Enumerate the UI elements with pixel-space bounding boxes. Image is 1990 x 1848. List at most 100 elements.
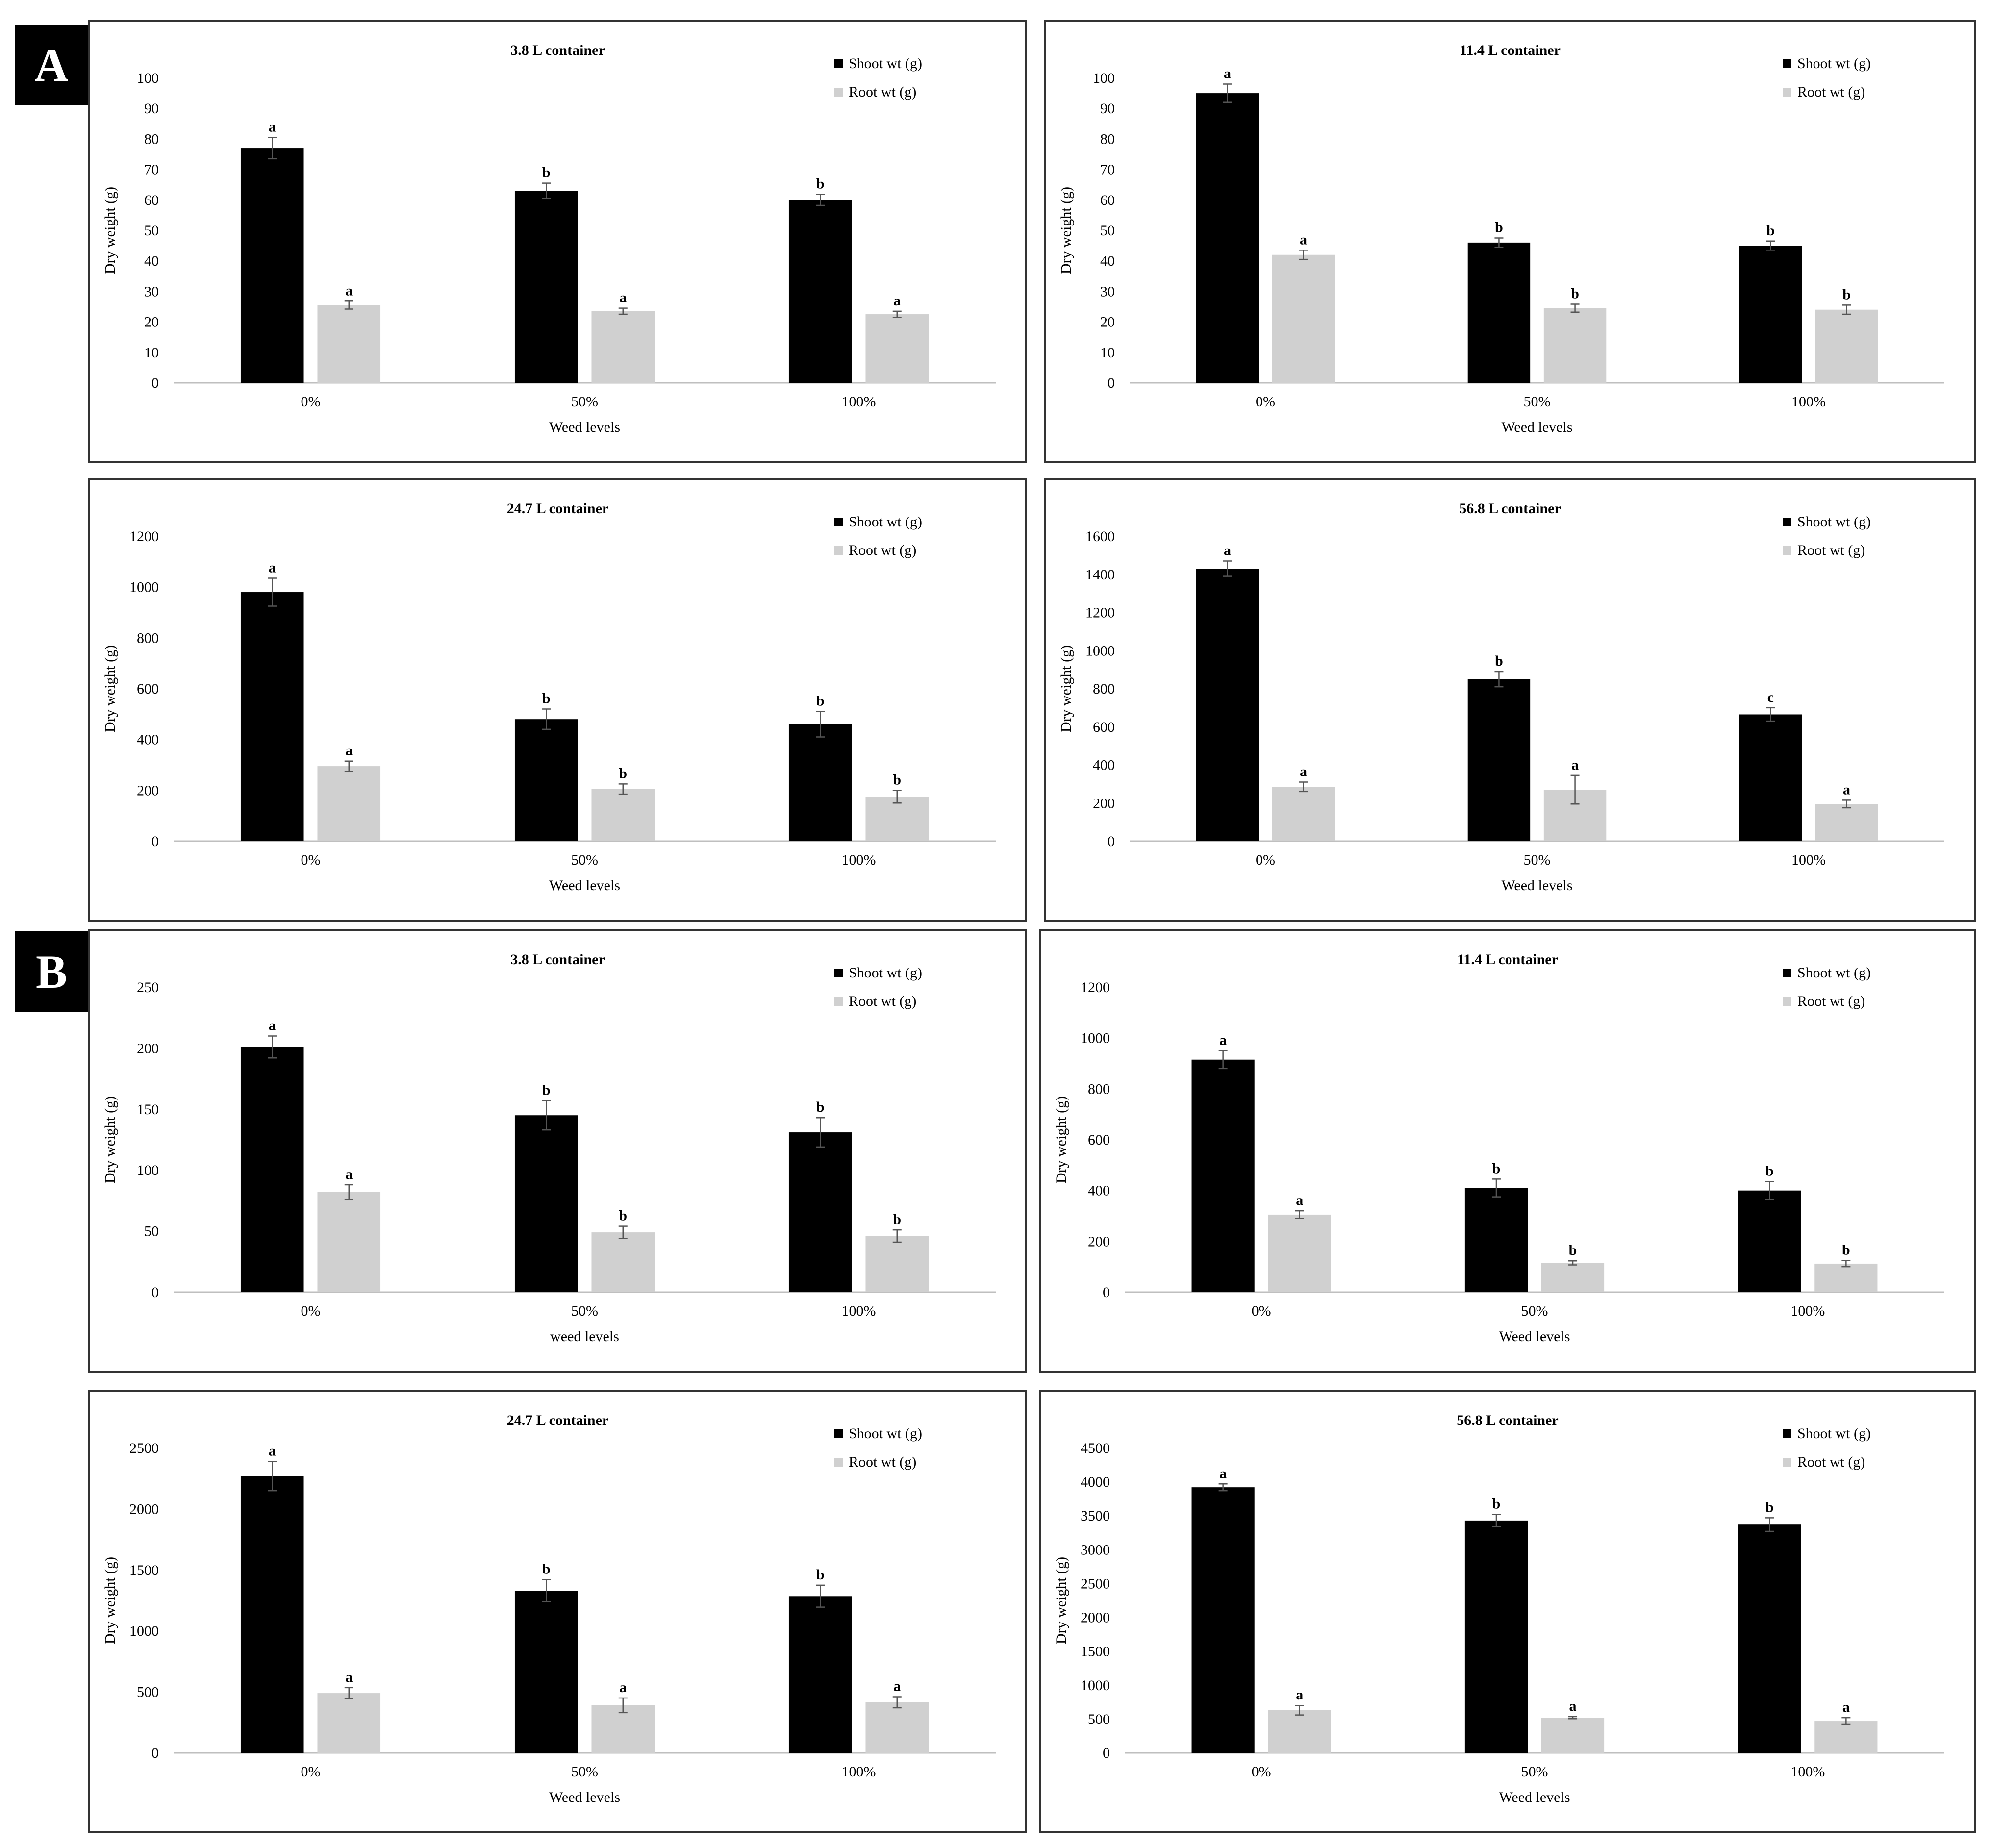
x-tick-label: 100% xyxy=(842,1303,876,1319)
y-tick-label: 100 xyxy=(1093,70,1115,86)
legend-swatch-shoot-wt-g xyxy=(1783,59,1791,68)
significance-letter: b xyxy=(1569,1242,1577,1258)
legend-label-shoot-wt-g: Shoot wt (g) xyxy=(1797,1425,1871,1442)
significance-letter: b xyxy=(542,1561,551,1577)
y-tick-label: 3500 xyxy=(1081,1508,1110,1524)
y-tick-label: 40 xyxy=(144,253,159,269)
y-tick-label: 0 xyxy=(1103,1284,1110,1300)
y-tick-label: 0 xyxy=(151,375,159,391)
bar-root-wt-g-0 xyxy=(317,1693,381,1753)
legend-swatch-shoot-wt-g xyxy=(1783,969,1791,977)
y-tick-label: 4500 xyxy=(1081,1440,1110,1456)
x-tick-label: 0% xyxy=(1256,852,1275,868)
legend-swatch-shoot-wt-g xyxy=(834,969,843,977)
y-tick-label: 1000 xyxy=(129,1623,159,1639)
y-tick-label: 0 xyxy=(151,833,159,849)
legend-swatch-shoot-wt-g xyxy=(834,1429,843,1438)
chart-b-11-4L: 11.4 L container 0 200 400 600 800 1000 1200 Dry… xyxy=(1039,929,1976,1373)
chart-svg: 56.8 L container 0 500 1000 1500 2000 2500 3000… xyxy=(1053,1412,1944,1805)
bar-shoot-wt-g-100 xyxy=(1738,1524,1801,1753)
x-tick-label: 50% xyxy=(571,1303,598,1319)
panel-label-a: A xyxy=(15,25,88,105)
significance-letter: a xyxy=(1569,1698,1577,1714)
chart-svg: 56.8 L container 0 200 400 600 800 1000 1200 140… xyxy=(1058,500,1944,894)
x-tick-label: 0% xyxy=(301,852,321,868)
y-tick-label: 0 xyxy=(1108,833,1115,849)
significance-letter: b xyxy=(816,693,825,709)
y-tick-label: 2000 xyxy=(1081,1610,1110,1626)
bar-shoot-wt-g-50 xyxy=(1467,242,1531,383)
x-axis-label: Weed levels xyxy=(549,877,620,894)
bar-root-wt-g-100 xyxy=(1815,804,1878,841)
chart-title: 11.4 L container xyxy=(1460,42,1561,58)
y-tick-label: 800 xyxy=(137,630,159,646)
y-tick-label: 100 xyxy=(137,1162,159,1178)
significance-letter: c xyxy=(1767,689,1774,705)
y-axis-label: Dry weight (g) xyxy=(1058,187,1074,274)
y-tick-label: 20 xyxy=(1100,314,1115,330)
chart-title: 11.4 L container xyxy=(1457,951,1558,968)
significance-letter: b xyxy=(1765,1163,1774,1179)
significance-letter: a xyxy=(1843,781,1850,798)
x-tick-label: 100% xyxy=(1790,1764,1825,1780)
significance-letter: b xyxy=(816,176,825,192)
legend-swatch-shoot-wt-g xyxy=(1783,1429,1791,1438)
chart-svg: 11.4 L container 0 10 20 30 40 50 60 70 80 90 100 Dr… xyxy=(1058,42,1944,435)
significance-letter: b xyxy=(1766,223,1775,239)
legend-label-shoot-wt-g: Shoot wt (g) xyxy=(1797,514,1871,530)
significance-letter: a xyxy=(619,290,627,306)
bar-shoot-wt-g-0 xyxy=(240,1476,304,1753)
y-tick-label: 70 xyxy=(144,162,159,178)
x-tick-label: 50% xyxy=(1521,1303,1548,1319)
bar-shoot-wt-g-0 xyxy=(1191,1059,1255,1292)
y-tick-label: 60 xyxy=(1100,192,1115,208)
y-tick-label: 200 xyxy=(137,1040,159,1056)
legend-swatch-root-wt-g xyxy=(1783,546,1791,555)
bar-shoot-wt-g-0 xyxy=(240,148,304,383)
y-tick-label: 600 xyxy=(137,681,159,697)
legend-label-root-wt-g: Root wt (g) xyxy=(849,993,916,1009)
legend-label-shoot-wt-g: Shoot wt (g) xyxy=(849,1425,922,1442)
significance-letter: b xyxy=(816,1099,825,1115)
legend-swatch-root-wt-g xyxy=(834,88,843,97)
x-tick-label: 100% xyxy=(842,852,876,868)
significance-letter: b xyxy=(619,765,627,781)
y-tick-label: 50 xyxy=(1100,223,1115,239)
legend-label-root-wt-g: Root wt (g) xyxy=(849,542,916,558)
y-tick-label: 200 xyxy=(1088,1233,1110,1249)
y-axis-label: Dry weight (g) xyxy=(102,1557,118,1644)
significance-letter: a xyxy=(619,1679,627,1696)
significance-letter: b xyxy=(1495,653,1503,669)
legend-label-shoot-wt-g: Shoot wt (g) xyxy=(1797,55,1871,72)
x-axis-label: Weed levels xyxy=(1501,877,1572,894)
x-tick-label: 0% xyxy=(301,1303,321,1319)
y-axis-label: Dry weight (g) xyxy=(102,1096,118,1183)
x-tick-label: 50% xyxy=(571,852,598,868)
bar-shoot-wt-g-50 xyxy=(1464,1188,1528,1292)
bar-root-wt-g-100 xyxy=(1814,1721,1878,1753)
significance-letter: a xyxy=(1224,543,1231,559)
legend-swatch-root-wt-g xyxy=(1783,88,1791,97)
bar-shoot-wt-g-100 xyxy=(1738,1190,1801,1292)
significance-letter: a xyxy=(893,293,901,309)
bar-root-wt-g-0 xyxy=(317,305,381,383)
bar-root-wt-g-100 xyxy=(865,1702,929,1753)
significance-letter: a xyxy=(269,1018,276,1034)
legend-label-shoot-wt-g: Shoot wt (g) xyxy=(849,965,922,981)
bar-root-wt-g-100 xyxy=(1815,309,1878,383)
chart-a-56-8L: 56.8 L container 0 200 400 600 800 1000 1200 140… xyxy=(1044,478,1976,922)
legend-swatch-root-wt-g xyxy=(1783,1458,1791,1467)
legend-swatch-root-wt-g xyxy=(834,1458,843,1467)
x-tick-label: 50% xyxy=(1524,394,1551,410)
x-tick-label: 100% xyxy=(1791,852,1826,868)
significance-letter: a xyxy=(1296,1192,1303,1208)
y-tick-label: 0 xyxy=(151,1284,159,1300)
x-tick-label: 0% xyxy=(1252,1303,1271,1319)
significance-letter: b xyxy=(1492,1160,1501,1176)
y-axis-label: Dry weight (g) xyxy=(1058,645,1074,732)
chart-a-24-7L: 24.7 L container 0 200 400 600 800 1000 1200 Dry… xyxy=(88,478,1027,922)
y-tick-label: 400 xyxy=(1093,757,1115,774)
y-tick-label: 80 xyxy=(144,131,159,147)
bar-shoot-wt-g-50 xyxy=(514,191,578,383)
bar-shoot-wt-g-50 xyxy=(514,1591,578,1753)
